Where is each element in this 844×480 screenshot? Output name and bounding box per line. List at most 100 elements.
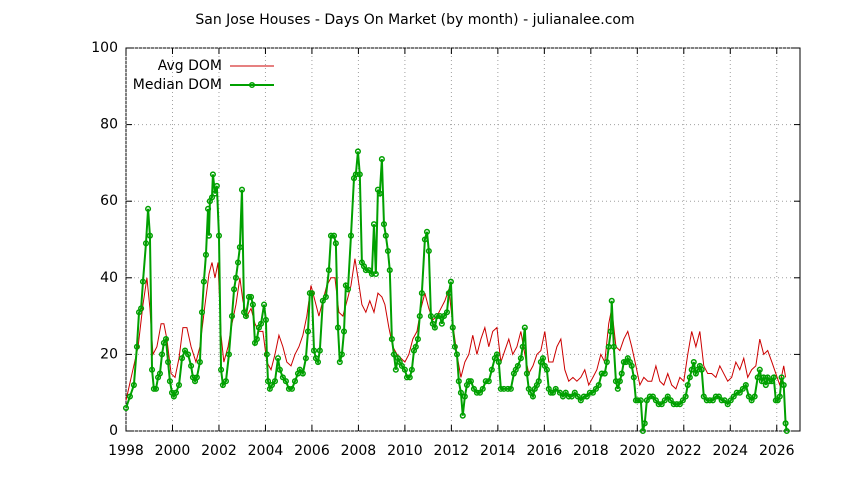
point-marker <box>517 355 524 362</box>
point-marker <box>676 401 683 408</box>
x-tick-label: 2008 <box>341 443 377 459</box>
point-marker <box>574 393 581 400</box>
x-tick-label: 2016 <box>527 443 563 459</box>
point-marker <box>634 397 641 404</box>
point-marker <box>742 381 749 389</box>
point-marker <box>382 232 389 239</box>
point-marker <box>146 232 153 239</box>
point-marker <box>565 393 572 400</box>
point-marker <box>598 370 605 377</box>
point-marker <box>185 351 192 358</box>
point-marker <box>228 313 236 320</box>
point-marker <box>507 385 514 392</box>
point-marker <box>556 389 563 396</box>
point-marker <box>756 366 763 373</box>
point-marker <box>401 366 408 373</box>
point-marker <box>145 205 152 212</box>
point-marker <box>225 351 233 358</box>
point-marker <box>495 359 502 366</box>
point-marker <box>443 309 451 316</box>
point-marker <box>562 389 569 396</box>
y-tick-label: 80 <box>100 117 118 133</box>
point-marker <box>724 401 731 408</box>
point-marker <box>285 385 292 392</box>
point-marker <box>384 247 391 255</box>
point-marker <box>130 381 137 389</box>
point-marker <box>682 393 689 400</box>
point-marker <box>745 393 752 400</box>
point-marker <box>721 397 728 404</box>
point-marker <box>547 389 554 396</box>
point-marker <box>603 359 610 366</box>
point-marker <box>198 309 206 316</box>
point-marker <box>314 359 322 366</box>
y-tick-label: 100 <box>91 40 118 56</box>
point-marker <box>514 362 521 369</box>
point-marker <box>431 324 438 331</box>
point-marker <box>583 393 590 400</box>
point-marker <box>715 393 722 400</box>
point-marker <box>242 313 249 320</box>
point-marker <box>166 378 173 385</box>
x-tick-label: 2024 <box>712 443 748 459</box>
point-marker <box>543 366 550 373</box>
point-marker <box>523 370 530 377</box>
point-marker <box>476 389 484 396</box>
point-marker <box>421 236 428 243</box>
point-marker <box>416 313 423 320</box>
point-marker <box>138 305 145 312</box>
point-marker <box>449 324 456 331</box>
point-marker <box>649 393 656 400</box>
point-marker <box>571 389 578 396</box>
point-marker <box>139 278 147 285</box>
point-marker <box>181 347 189 354</box>
point-marker <box>390 351 398 358</box>
point-marker <box>485 378 492 385</box>
point-marker <box>709 397 716 404</box>
y-tick-label: 20 <box>100 346 118 362</box>
point-marker <box>727 397 734 404</box>
point-marker <box>641 420 648 427</box>
point-marker <box>780 381 787 389</box>
point-marker <box>299 370 306 377</box>
point-marker <box>175 381 183 389</box>
point-marker <box>165 359 172 366</box>
point-marker <box>245 293 252 301</box>
point-marker <box>667 397 674 404</box>
point-marker <box>427 313 434 320</box>
point-marker <box>608 297 615 304</box>
point-marker <box>447 278 454 285</box>
point-marker <box>736 389 743 396</box>
point-marker <box>365 267 372 274</box>
point-marker <box>776 393 783 400</box>
legend-label: Median DOM <box>133 77 222 93</box>
point-marker <box>122 404 130 412</box>
point-marker <box>577 397 584 404</box>
point-marker <box>778 374 785 381</box>
point-marker <box>208 194 216 201</box>
point-marker <box>688 366 695 373</box>
point-marker <box>205 232 213 239</box>
x-tick-label: 2026 <box>759 443 795 459</box>
point-marker <box>783 427 790 435</box>
point-marker <box>586 389 593 396</box>
x-tick-label: 2000 <box>155 443 191 459</box>
point-marker <box>455 378 462 385</box>
point-marker <box>253 336 260 343</box>
point-marker <box>592 385 599 392</box>
point-marker <box>595 381 602 389</box>
point-marker <box>445 290 452 297</box>
x-tick-label: 2002 <box>201 443 237 459</box>
point-marker <box>158 351 166 358</box>
point-marker <box>425 247 432 255</box>
point-marker <box>380 221 388 228</box>
point-marker <box>403 374 411 381</box>
x-tick-label: 2022 <box>666 443 702 459</box>
point-marker <box>559 393 566 400</box>
point-marker <box>690 359 697 366</box>
point-marker <box>200 278 207 285</box>
point-marker <box>172 389 180 396</box>
point-marker <box>378 156 385 163</box>
point-marker <box>249 301 256 308</box>
point-marker <box>231 286 238 293</box>
